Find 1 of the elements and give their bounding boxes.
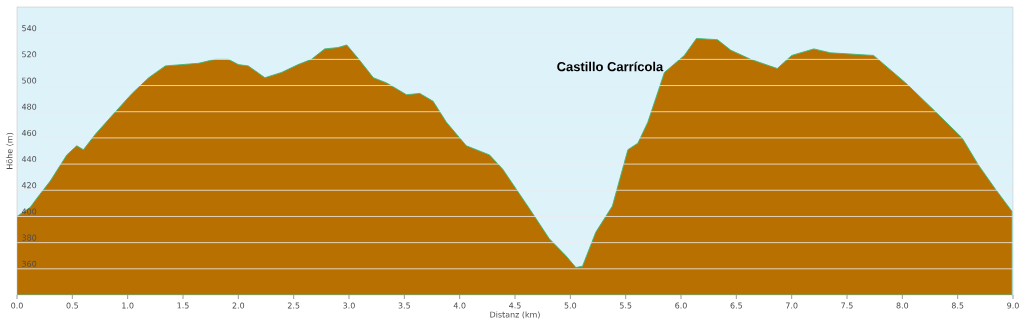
- annotation: Castillo Carrícola: [557, 61, 664, 72]
